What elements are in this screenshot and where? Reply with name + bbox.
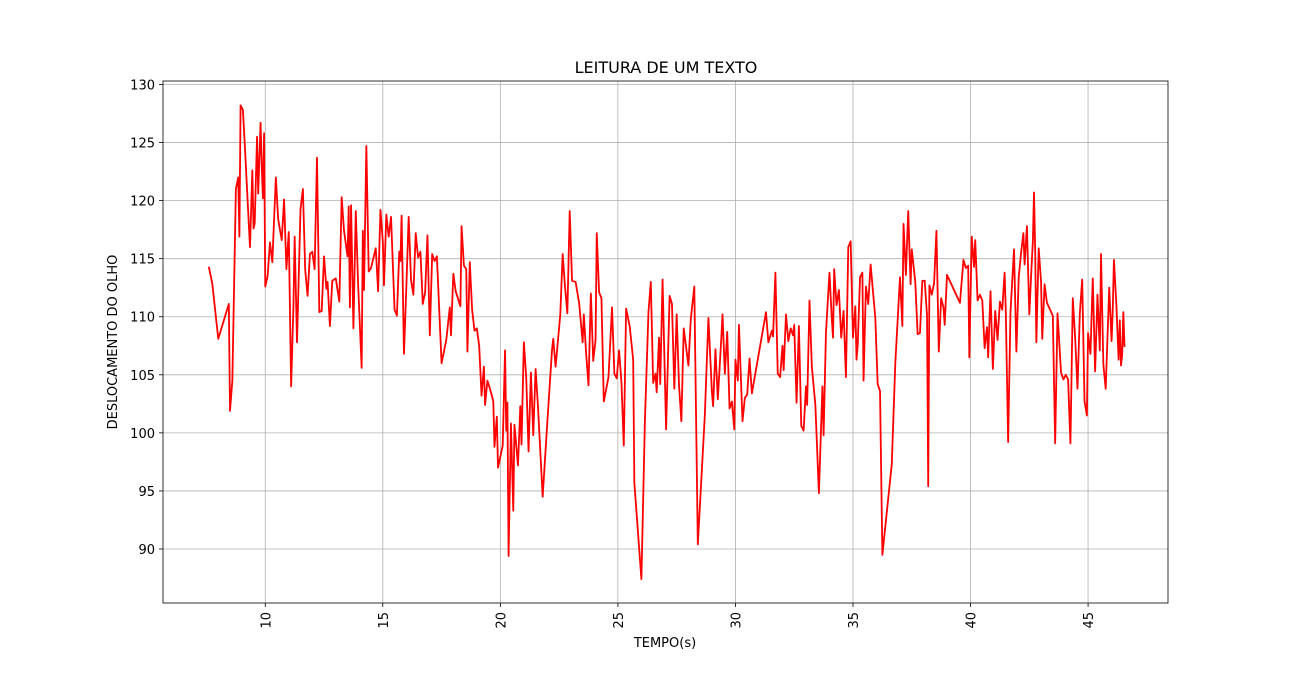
y-tick-label: 95 (138, 485, 155, 500)
y-tick-label: 120 (130, 195, 155, 210)
y-tick-label: 110 (130, 311, 155, 326)
x-tick-label: 30 (729, 612, 744, 629)
x-tick-label: 25 (612, 612, 627, 629)
data-line (207, 104, 1126, 581)
x-tick-label: 35 (847, 612, 862, 629)
y-tick-label: 130 (130, 78, 155, 93)
x-tick-label: 15 (377, 612, 392, 629)
y-axis-label: DESLOCAMENTO DO OLHO (106, 255, 121, 430)
x-tick-label: 20 (494, 612, 509, 629)
chart-title: LEITURA DE UM TEXTO (575, 58, 758, 77)
y-tick-label: 125 (130, 137, 155, 152)
plot-frame (162, 80, 1169, 604)
y-tick-label: 100 (130, 427, 155, 442)
y-tick-label: 90 (138, 543, 155, 558)
x-tick-label: 10 (259, 612, 274, 629)
x-tick-label: 40 (965, 612, 980, 629)
y-tick-label: 115 (130, 253, 155, 268)
y-tick-label: 105 (130, 369, 155, 384)
x-axis-label: TEMPO(s) (633, 636, 696, 651)
x-tick-label: 45 (1082, 612, 1097, 629)
